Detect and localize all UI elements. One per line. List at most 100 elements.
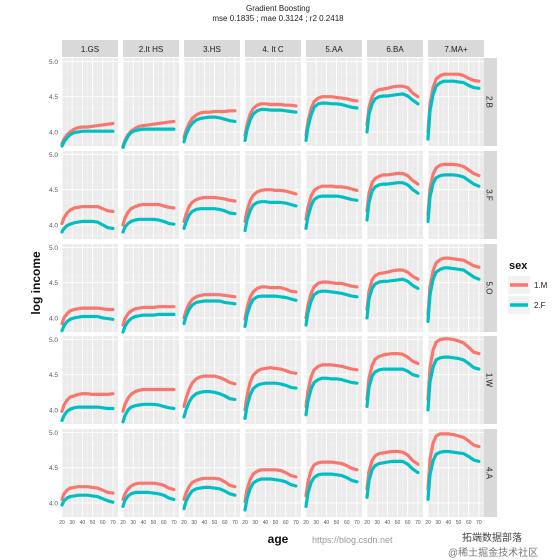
- x-tick-label-4-2: 40: [324, 520, 330, 526]
- panel-1-0: [60, 151, 118, 239]
- panel-4-0: [60, 429, 118, 517]
- col-strip-6: [428, 40, 484, 57]
- panel-2-6: [426, 244, 484, 332]
- panel-0-2: [182, 58, 240, 146]
- series-line-female: [60, 219, 115, 234]
- y-tick-label-1-0: 4.0: [49, 222, 58, 229]
- panel-4-1: [121, 429, 179, 517]
- x-tick-label-3-1: 30: [252, 520, 258, 526]
- series-line-female: [426, 449, 481, 501]
- x-tick-label-5-4: 60: [405, 520, 411, 526]
- series-line-male: [426, 162, 481, 216]
- panel-3-3: [243, 336, 301, 424]
- series-line-female: [304, 289, 359, 327]
- x-tick-label-2-3: 50: [212, 520, 218, 526]
- series-line-female: [243, 107, 298, 142]
- panel-background: [245, 336, 301, 424]
- x-tick-label-4-4: 60: [344, 520, 350, 526]
- panel-4-5: [365, 429, 423, 517]
- chart-subtitle: mse 0.1835 ; mae 0.3124 ; r2 0.2418: [212, 14, 344, 23]
- series-line-female: [365, 277, 420, 320]
- col-strip-label-2: 3.HS: [203, 45, 221, 54]
- watermark-url: https://blog.csdn.net: [312, 535, 393, 545]
- series-line-male: [304, 280, 359, 320]
- panel-1-6: [426, 151, 484, 239]
- col-strip-3: [245, 40, 301, 57]
- series-line-female: [365, 367, 420, 408]
- panel-4-3: [243, 429, 301, 517]
- x-tick-label-2-4: 60: [222, 520, 228, 526]
- x-tick-label-3-2: 40: [263, 520, 269, 526]
- col-strip-label-6: 7.MA+: [444, 45, 468, 54]
- y-tick-label-0-0: 4.0: [49, 129, 58, 136]
- col-strip-label-4: 5.AA: [325, 45, 343, 54]
- panel-background: [428, 336, 484, 424]
- x-tick-label-0-5: 70: [110, 520, 116, 526]
- row-strip-1: [480, 151, 497, 239]
- series-line-female: [182, 485, 237, 511]
- series-line-female: [304, 472, 359, 508]
- series-line-male: [60, 485, 115, 501]
- panel-background: [62, 429, 118, 517]
- series-line-male: [304, 363, 359, 408]
- row-strip-label-1: 3.F: [484, 189, 493, 201]
- series-line-male: [426, 256, 481, 316]
- row-strip-label-0: 2.B: [484, 96, 493, 108]
- series-line-male: [243, 366, 298, 412]
- x-tick-label-6-1: 30: [435, 520, 441, 526]
- panel-3-1: [121, 336, 179, 424]
- panel-0-4: [304, 58, 362, 146]
- y-tick-label-2-1: 4.5: [49, 280, 58, 287]
- panel-background: [184, 429, 240, 517]
- series-line-female: [426, 355, 481, 412]
- x-tick-label-2-1: 30: [191, 520, 197, 526]
- x-tick-label-5-0: 20: [364, 520, 370, 526]
- x-tick-label-2-2: 40: [202, 520, 208, 526]
- chart-title: Gradient Boosting: [246, 4, 310, 13]
- col-strip-label-5: 6.BA: [386, 45, 404, 54]
- panel-background: [367, 151, 423, 239]
- x-axis-title: age: [268, 532, 289, 546]
- panel-1-2: [182, 151, 240, 239]
- x-tick-label-4-3: 50: [334, 520, 340, 526]
- col-strip-1: [123, 40, 179, 57]
- series-line-male: [182, 374, 237, 408]
- legend-title: sex: [509, 260, 528, 272]
- series-line-male: [60, 205, 115, 226]
- y-tick-label-1-2: 5.0: [49, 152, 58, 159]
- x-tick-label-3-3: 50: [273, 520, 279, 526]
- col-strip-4: [306, 40, 362, 57]
- col-strip-2: [184, 40, 240, 57]
- panel-2-2: [182, 244, 240, 332]
- panel-2-3: [243, 244, 301, 332]
- series-line-male: [121, 387, 176, 413]
- panel-0-0: [60, 58, 118, 148]
- watermark-community: @稀土掘金技术社区: [448, 548, 539, 559]
- x-tick-label-3-5: 70: [293, 520, 299, 526]
- series-line-male: [426, 72, 481, 134]
- series-line-female: [365, 181, 420, 222]
- panel-4-2: [182, 429, 240, 517]
- series-line-male: [243, 285, 298, 321]
- series-line-male: [60, 392, 115, 413]
- panel-background: [184, 244, 240, 332]
- series-line-female: [304, 101, 359, 142]
- series-line-female: [365, 92, 420, 134]
- y-tick-label-3-0: 4.0: [49, 407, 58, 414]
- legend-label-female: 2.F: [534, 301, 546, 310]
- series-line-female: [182, 207, 237, 230]
- panel-2-4: [304, 244, 362, 332]
- series-line-female: [243, 381, 298, 420]
- panel-background: [367, 336, 423, 424]
- series-line-male: [426, 432, 481, 491]
- series-line-male: [426, 337, 481, 401]
- series-line-female: [60, 493, 115, 507]
- x-tick-label-0-2: 40: [80, 520, 86, 526]
- panel-2-1: [121, 244, 179, 334]
- panel-background: [428, 58, 484, 146]
- x-tick-label-4-1: 30: [313, 520, 319, 526]
- x-tick-label-1-1: 30: [130, 520, 136, 526]
- y-tick-label-1-1: 4.5: [49, 187, 58, 194]
- row-strip-0: [480, 58, 497, 146]
- y-tick-label-2-2: 5.0: [49, 245, 58, 252]
